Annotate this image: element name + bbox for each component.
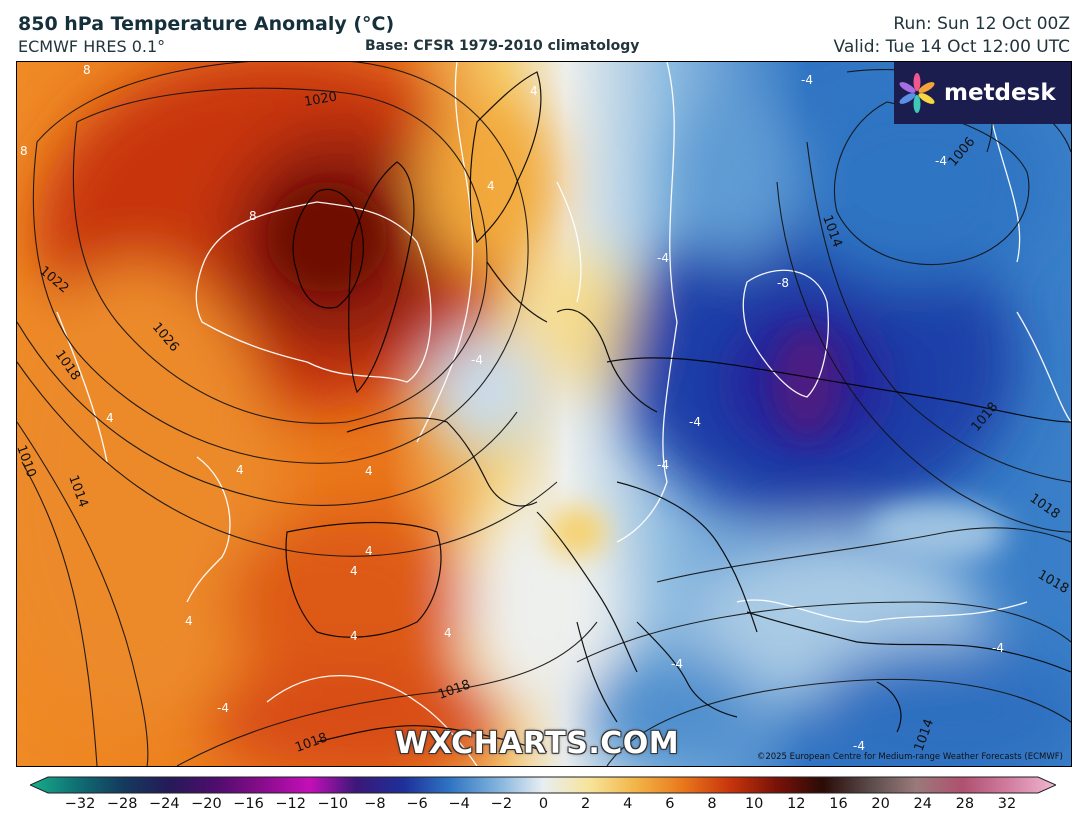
anomaly-label: -4 — [935, 154, 947, 168]
colorbar-tick-label: 6 — [665, 796, 675, 812]
colorbar-tick-label: 16 — [829, 796, 848, 812]
anomaly-label: -4 — [657, 458, 669, 472]
anomaly-label: -4 — [471, 353, 483, 367]
colorbar-tick-label: −4 — [448, 796, 470, 812]
anomaly-label: 4 — [365, 464, 373, 478]
colorbar-tick-label: 10 — [744, 796, 764, 812]
colorbar-tick-label: −28 — [106, 796, 138, 812]
colorbar-tick-label: −24 — [148, 796, 180, 812]
anomaly-label: -4 — [217, 701, 229, 715]
copyright-notice: ©2025 European Centre for Medium-range W… — [756, 752, 1063, 762]
colorbar-tick-label: −20 — [191, 796, 222, 812]
anomaly-label: 4 — [444, 626, 452, 640]
anomaly-label: 4 — [350, 564, 358, 578]
colorbar-tick-label: −2 — [490, 796, 513, 812]
colorbar-tick-label: −12 — [275, 796, 306, 812]
anomaly-label: -4 — [801, 73, 813, 87]
colorbar-tick-label: 2 — [581, 796, 591, 812]
anomaly-label: 4 — [487, 179, 495, 193]
isobar-label: 1020 — [303, 89, 338, 110]
valid-time-label: Valid: Tue 14 Oct 12:00 UTC — [833, 37, 1070, 57]
anomaly-label: 4 — [236, 463, 244, 477]
logo-text: metdesk — [944, 80, 1056, 106]
anomaly-label: -4 — [992, 641, 1004, 655]
anomaly-label: 8 — [249, 209, 257, 223]
colorbar-tick-label: 4 — [623, 796, 633, 812]
anomaly-label: 4 — [185, 614, 193, 628]
map-canvas: 1020 1022 1026 1018 1010 1014 1018 1018 … — [17, 62, 1071, 766]
anomaly-label: -8 — [777, 276, 789, 290]
anomaly-label: -4 — [671, 657, 683, 671]
colorbar-tick-label: 0 — [538, 796, 549, 812]
anomaly-label: 4 — [530, 84, 538, 98]
colorbar-tick-label: 24 — [913, 796, 932, 812]
colorbar-tick-label: 28 — [955, 796, 975, 812]
colorbar-tick-label: 20 — [871, 796, 890, 812]
colorbar-tick-label: −6 — [406, 796, 428, 812]
anomaly-map[interactable]: 1020 1022 1026 1018 1010 1014 1018 1018 … — [16, 61, 1072, 767]
run-time-label: Run: Sun 12 Oct 00Z — [893, 14, 1070, 34]
anomaly-label: 8 — [20, 144, 28, 158]
pinwheel-icon — [899, 73, 935, 113]
anomaly-label: -4 — [657, 251, 669, 265]
colorbar-tick-label: −8 — [364, 796, 386, 812]
colorbar-tick-label: −10 — [317, 796, 349, 812]
metdesk-logo: metdesk — [894, 62, 1071, 124]
model-label: ECMWF HRES 0.1° — [18, 37, 166, 56]
wxcharts-watermark: WXCHARTS.COM — [395, 726, 680, 761]
anomaly-label: 4 — [350, 629, 358, 643]
anomaly-label: -4 — [853, 739, 865, 753]
colorbar-tick-label: 32 — [997, 796, 1017, 812]
anomaly-label: -4 — [689, 415, 701, 429]
colorbar-gradient — [30, 776, 1056, 794]
colorbar-ticks: −32 −28 −24 −20 −16 −12 −10 −8 −6 −4 −2 0 2 4 6 8 10 12 16… — [0, 796, 1088, 820]
colorbar-tick-label: 12 — [787, 796, 806, 812]
colorbar-tick-label: 8 — [707, 796, 717, 812]
colorbar — [30, 776, 1056, 794]
colorbar-tick-label: −16 — [233, 796, 264, 812]
climatology-base-label: Base: CFSR 1979-2010 climatology — [365, 38, 640, 54]
anomaly-label: 4 — [365, 544, 373, 558]
chart-title: 850 hPa Temperature Anomaly (°C) — [18, 13, 395, 35]
anomaly-label: 4 — [106, 411, 114, 425]
anomaly-label: 8 — [83, 63, 91, 77]
colorbar-tick-label: −32 — [64, 796, 96, 812]
